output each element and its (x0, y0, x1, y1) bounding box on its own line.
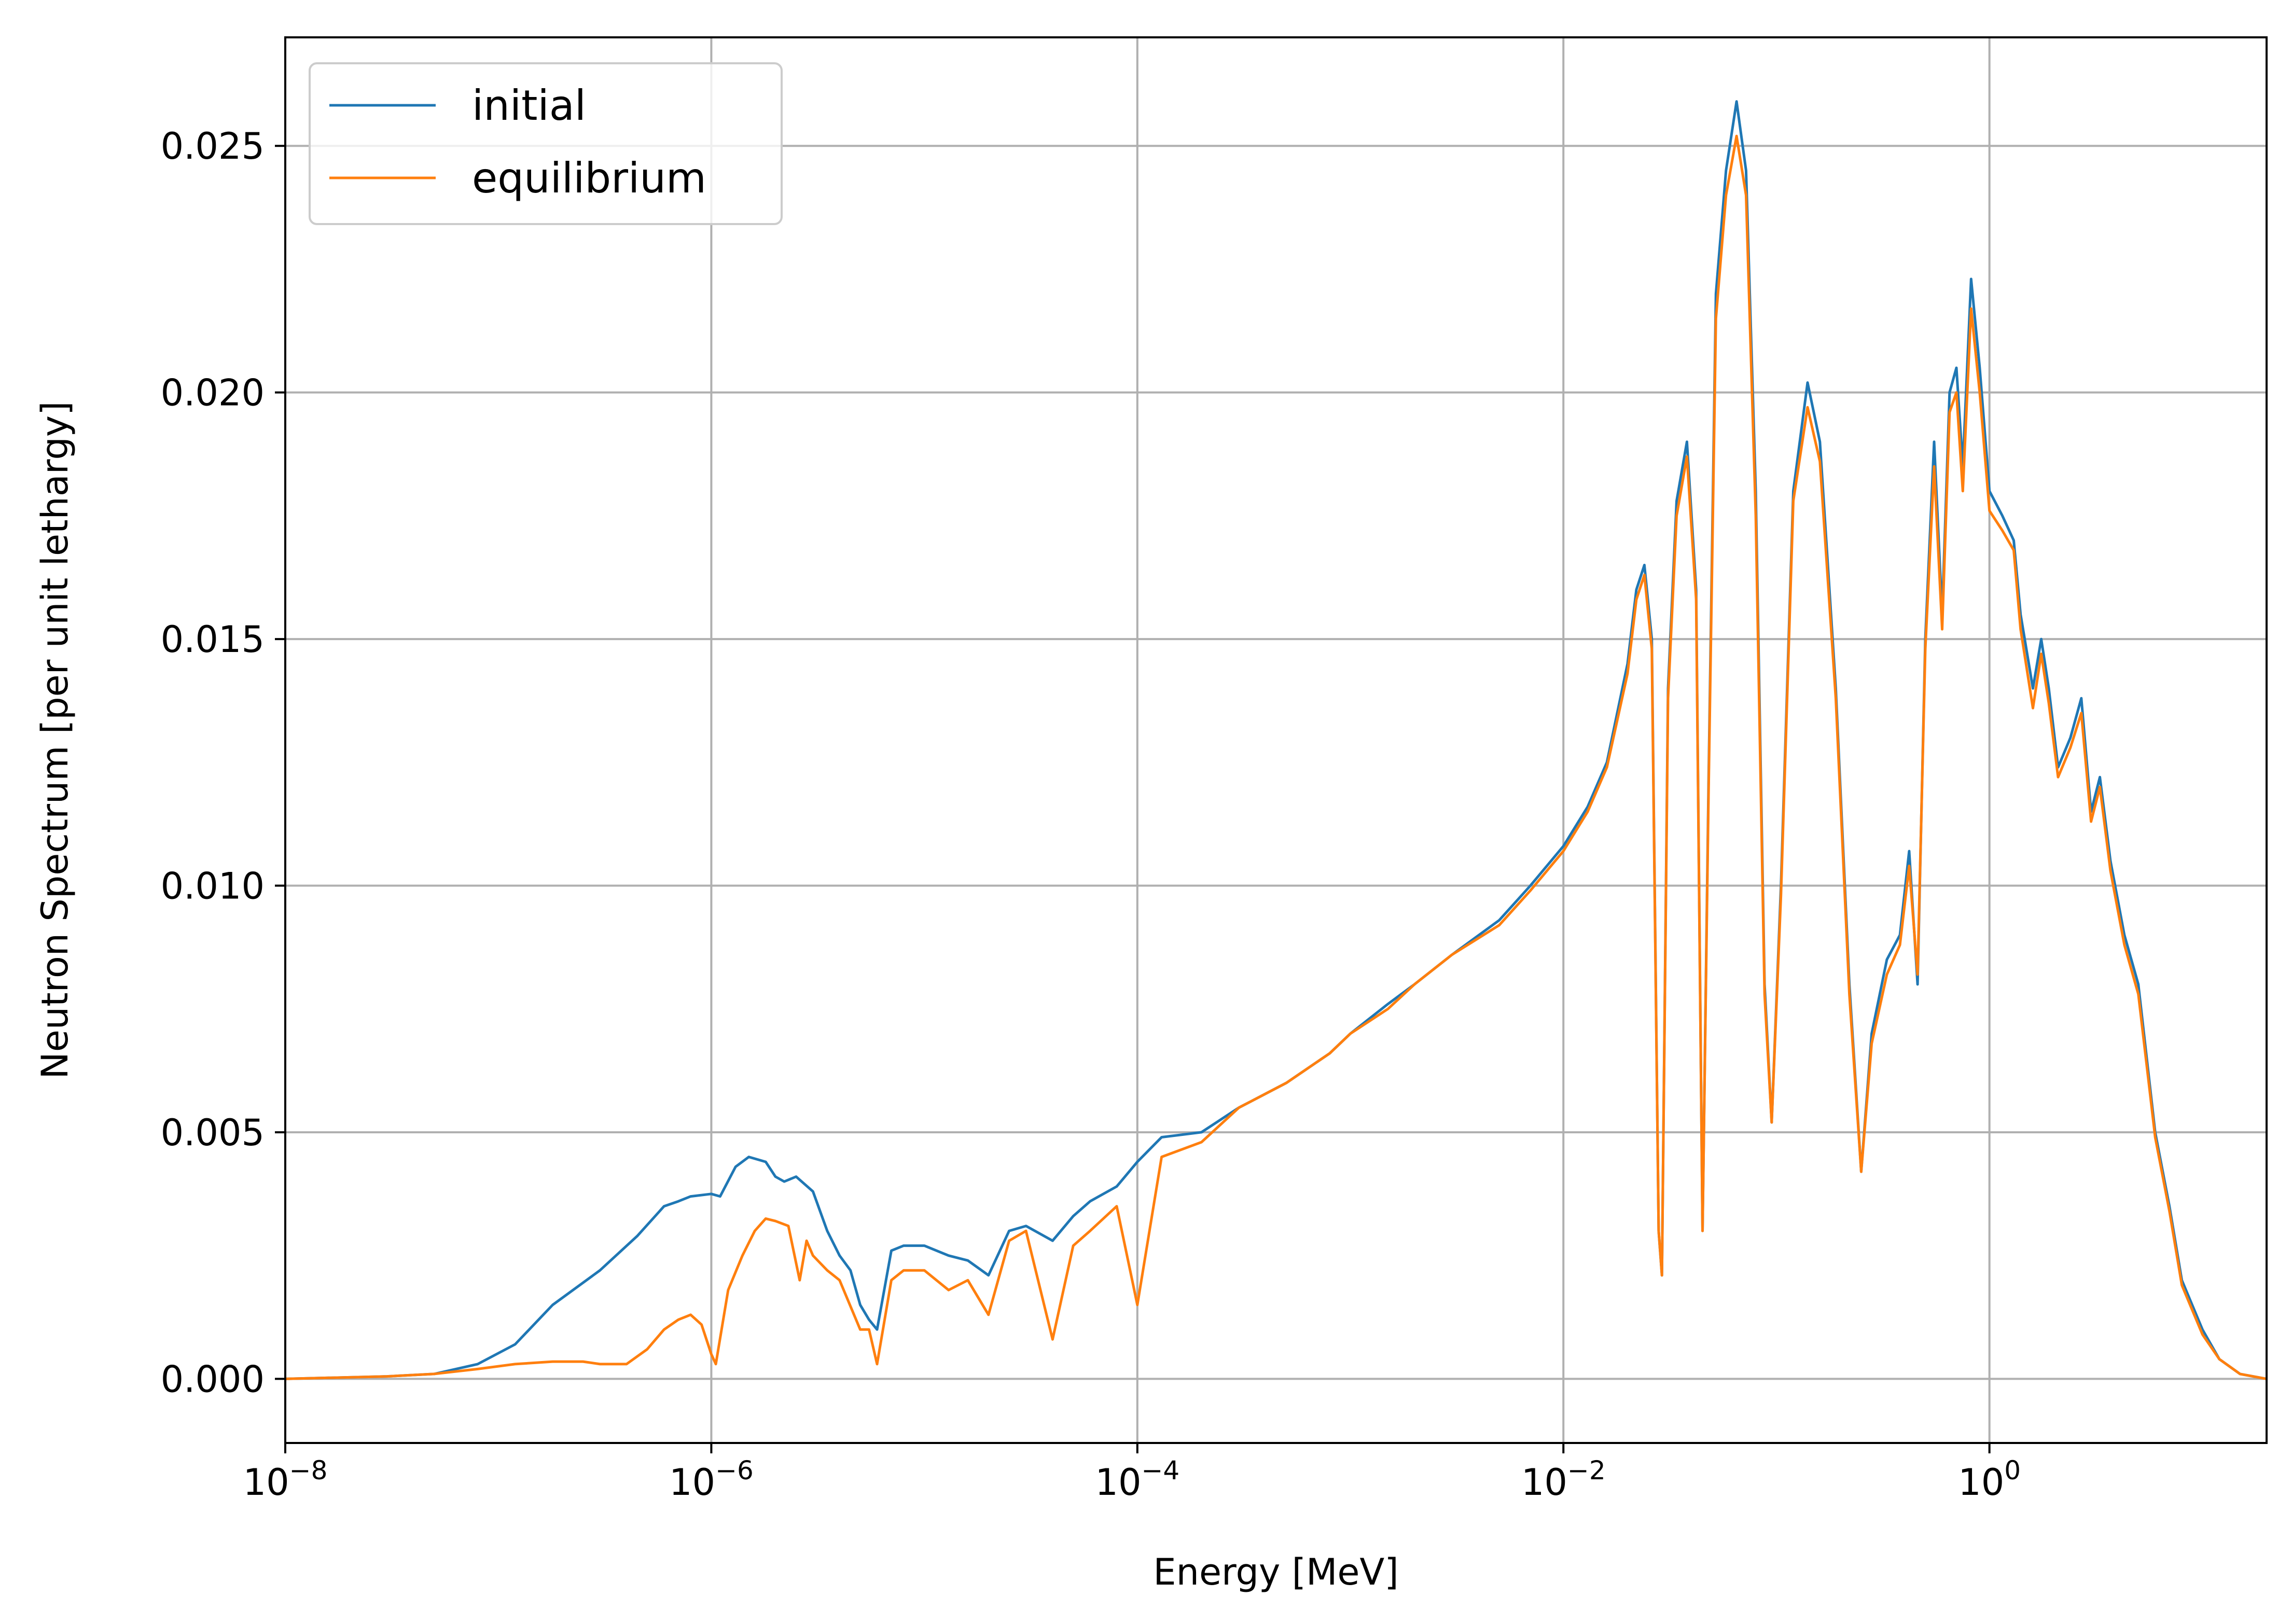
y-tick-label: 0.025 (161, 125, 265, 168)
legend-label-equilibrium: equilibrium (472, 154, 706, 202)
x-tick-base: 10 (243, 1461, 289, 1504)
y-axis-ticks: 0.000 0.005 0.010 0.015 0.020 0.025 (161, 125, 285, 1400)
x-tick-base: 10 (669, 1461, 715, 1504)
x-tick-label: 10−6 (669, 1455, 754, 1504)
x-tick-label: 10−2 (1521, 1455, 1606, 1504)
y-tick-label: 0.010 (161, 865, 265, 908)
x-tick-exponent: −2 (1567, 1455, 1606, 1486)
legend: initial equilibrium (309, 62, 783, 225)
x-tick-base: 10 (1095, 1461, 1141, 1504)
x-tick-exponent: −4 (1142, 1455, 1180, 1486)
x-tick-exponent: 0 (2004, 1455, 2021, 1486)
y-tick-label: 0.020 (161, 372, 265, 414)
legend-box (309, 62, 783, 225)
x-tick-base: 10 (1521, 1461, 1567, 1504)
x-axis-ticks: 10−8 10−6 10−4 10−2 100 (243, 1443, 2021, 1504)
x-tick-base: 10 (1958, 1461, 2004, 1504)
x-tick-exponent: −6 (715, 1455, 754, 1486)
y-tick-label: 0.000 (161, 1358, 265, 1400)
x-axis-label: Energy [MeV] (1153, 1551, 1398, 1593)
legend-label-initial: initial (472, 81, 586, 130)
y-tick-label: 0.015 (161, 618, 265, 661)
series-line-equilibrium (285, 134, 2267, 1380)
x-tick-exponent: −8 (289, 1455, 328, 1486)
y-tick-label: 0.005 (161, 1112, 265, 1154)
x-tick-label: 10−4 (1095, 1455, 1179, 1504)
plot-area-frame (284, 36, 2268, 1444)
y-axis-label: Neutron Spectrum [per unit lethargy] (34, 401, 76, 1079)
x-tick-label: 10−8 (243, 1455, 328, 1504)
plot-series (285, 100, 2267, 1380)
x-tick-label: 100 (1958, 1455, 2021, 1504)
